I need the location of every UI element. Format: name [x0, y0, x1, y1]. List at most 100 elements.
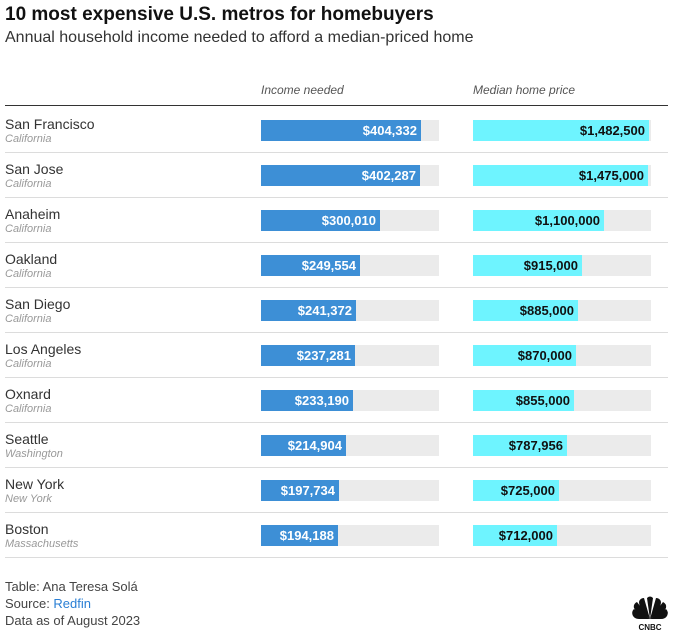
income-bar: $194,188 — [261, 525, 338, 546]
city-name: San Diego — [5, 296, 71, 312]
source-line: Source: Redfin — [5, 596, 91, 611]
city-name: San Francisco — [5, 116, 95, 132]
income-value-label: $237,281 — [296, 348, 351, 363]
income-bar: $402,287 — [261, 165, 420, 186]
income-bar-track: $233,190 — [261, 390, 439, 411]
income-bar-track: $214,904 — [261, 435, 439, 456]
price-bar-track: $725,000 — [473, 480, 651, 501]
income-bar: $300,010 — [261, 210, 380, 231]
table-credit: Table: Ana Teresa Solá — [5, 579, 138, 594]
price-bar: $870,000 — [473, 345, 576, 366]
city-name: Oxnard — [5, 386, 51, 402]
state-name: New York — [5, 493, 52, 505]
price-bar-track: $712,000 — [473, 525, 651, 546]
price-bar: $712,000 — [473, 525, 557, 546]
price-bar-track: $885,000 — [473, 300, 651, 321]
state-name: California — [5, 133, 52, 145]
state-name: Massachusetts — [5, 538, 79, 550]
table-row: Oxnard California $233,190 $855,000 — [0, 378, 680, 423]
row-divider — [5, 242, 668, 243]
price-value-label: $1,475,000 — [578, 168, 644, 183]
price-value-label: $855,000 — [515, 393, 570, 408]
income-bar-track: $402,287 — [261, 165, 439, 186]
row-divider — [5, 197, 668, 198]
table-row: New York New York $197,734 $725,000 — [0, 468, 680, 513]
income-bar-track: $241,372 — [261, 300, 439, 321]
table-row: San Jose California $402,287 $1,475,000 — [0, 153, 680, 198]
price-value-label: $725,000 — [500, 483, 555, 498]
city-name: Seattle — [5, 431, 49, 447]
income-value-label: $214,904 — [287, 438, 342, 453]
income-bar-track: $197,734 — [261, 480, 439, 501]
price-value-label: $885,000 — [519, 303, 574, 318]
state-name: California — [5, 178, 52, 190]
income-bar: $241,372 — [261, 300, 356, 321]
price-bar-track: $1,482,500 — [473, 120, 651, 141]
table-row: Oakland California $249,554 $915,000 — [0, 243, 680, 288]
income-bar-track: $249,554 — [261, 255, 439, 276]
price-bar-track: $915,000 — [473, 255, 651, 276]
income-value-label: $402,287 — [361, 168, 416, 183]
price-bar-track: $870,000 — [473, 345, 651, 366]
state-name: California — [5, 358, 52, 370]
row-divider — [5, 512, 668, 513]
price-bar-track: $787,956 — [473, 435, 651, 456]
state-name: Washington — [5, 448, 63, 460]
table-row: Anaheim California $300,010 $1,100,000 — [0, 198, 680, 243]
price-bar: $915,000 — [473, 255, 582, 276]
price-value-label: $712,000 — [498, 528, 553, 543]
city-name: Anaheim — [5, 206, 61, 222]
income-value-label: $197,734 — [280, 483, 335, 498]
table-row: San Diego California $241,372 $885,000 — [0, 288, 680, 333]
price-value-label: $870,000 — [517, 348, 572, 363]
income-value-label: $404,332 — [362, 123, 417, 138]
price-value-label: $1,482,500 — [579, 123, 645, 138]
price-bar-track: $855,000 — [473, 390, 651, 411]
row-divider — [5, 377, 668, 378]
row-divider — [5, 422, 668, 423]
table-row: Boston Massachusetts $194,188 $712,000 — [0, 513, 680, 558]
city-name: Oakland — [5, 251, 58, 267]
income-value-label: $300,010 — [321, 213, 376, 228]
income-bar: $404,332 — [261, 120, 421, 141]
table-row: Los Angeles California $237,281 $870,000 — [0, 333, 680, 378]
income-bar: $249,554 — [261, 255, 360, 276]
city-name: Boston — [5, 521, 49, 537]
row-divider — [5, 557, 668, 558]
data-date: Data as of August 2023 — [5, 613, 141, 628]
row-divider — [5, 287, 668, 288]
table-row: Seattle Washington $214,904 $787,956 — [0, 423, 680, 468]
state-name: California — [5, 313, 52, 325]
city-name: Los Angeles — [5, 341, 82, 357]
income-bar-track: $237,281 — [261, 345, 439, 366]
price-value-label: $915,000 — [523, 258, 578, 273]
price-bar: $1,475,000 — [473, 165, 648, 186]
income-value-label: $194,188 — [279, 528, 334, 543]
income-value-label: $249,554 — [301, 258, 356, 273]
income-value-label: $233,190 — [294, 393, 349, 408]
price-bar: $855,000 — [473, 390, 574, 411]
income-column-header: Income needed — [261, 83, 344, 97]
income-bar: $214,904 — [261, 435, 346, 456]
income-bar: $233,190 — [261, 390, 353, 411]
price-bar: $885,000 — [473, 300, 578, 321]
price-bar: $1,100,000 — [473, 210, 604, 231]
income-value-label: $241,372 — [297, 303, 352, 318]
logo-wordmark: CNBC — [638, 623, 661, 632]
income-bar-track: $194,188 — [261, 525, 439, 546]
chart-subtitle: Annual household income needed to afford… — [5, 29, 474, 46]
price-bar-track: $1,475,000 — [473, 165, 651, 186]
source-link[interactable]: Redfin — [53, 596, 91, 611]
row-divider — [5, 152, 668, 153]
price-column-header: Median home price — [473, 83, 576, 97]
row-divider — [5, 467, 668, 468]
price-bar: $725,000 — [473, 480, 559, 501]
state-name: California — [5, 403, 52, 415]
price-bar: $787,956 — [473, 435, 567, 456]
table-row: San Francisco California $404,332 $1,482,50… — [0, 108, 680, 153]
header-divider — [5, 105, 668, 106]
income-bar: $197,734 — [261, 480, 339, 501]
row-divider — [5, 332, 668, 333]
city-name: San Jose — [5, 161, 64, 177]
price-value-label: $1,100,000 — [534, 213, 600, 228]
